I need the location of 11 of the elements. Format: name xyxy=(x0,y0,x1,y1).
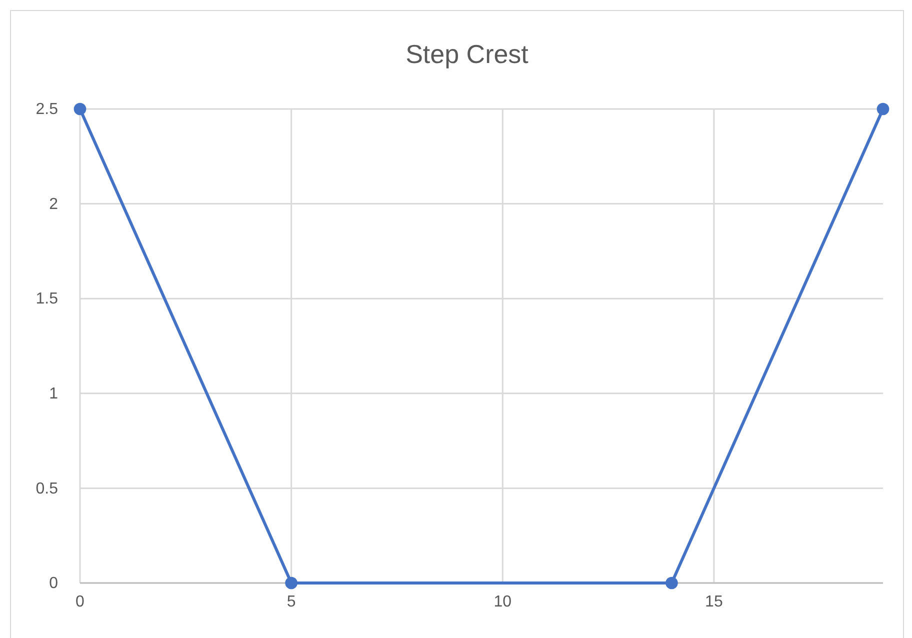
x-tick-label: 5 xyxy=(286,593,296,610)
x-tick-label: 0 xyxy=(76,593,85,610)
y-tick-label: 1 xyxy=(49,386,58,403)
y-tick-label: 0.5 xyxy=(36,480,58,498)
chart-title: Step Crest xyxy=(406,39,530,69)
y-tick-label: 1.5 xyxy=(36,290,58,308)
x-tick-label: 10 xyxy=(494,593,512,610)
y-tick-label: 2.5 xyxy=(36,101,58,118)
x-tick-label: 15 xyxy=(705,593,723,610)
y-tick-label: 0 xyxy=(49,575,58,592)
y-tick-label: 2 xyxy=(49,196,58,213)
